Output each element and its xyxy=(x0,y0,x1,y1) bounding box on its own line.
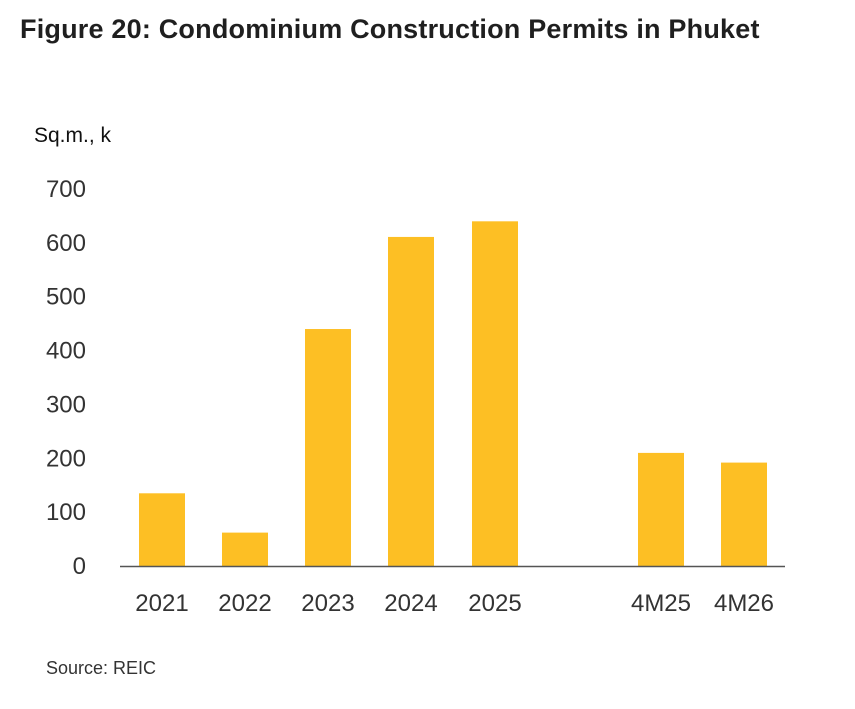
bar-4m25 xyxy=(638,452,684,566)
bar-4m26 xyxy=(721,462,767,566)
y-tick-label: 300 xyxy=(46,391,86,418)
chart-title: Figure 20: Condominium Construction Perm… xyxy=(20,14,760,44)
x-tick-label: 2023 xyxy=(301,590,354,617)
y-tick-label: 0 xyxy=(73,553,86,580)
y-tick-label: 500 xyxy=(46,284,86,311)
bar-2021 xyxy=(139,493,185,566)
x-tick-label: 2025 xyxy=(468,590,521,617)
y-axis-unit-label: Sq.m., k xyxy=(34,124,112,147)
y-tick-label: 100 xyxy=(46,499,86,526)
y-axis-ticks: 0 100 200 300 400 500 600 700 xyxy=(46,176,86,580)
bar-2025 xyxy=(472,221,518,567)
x-tick-label: 4M26 xyxy=(714,590,774,617)
x-tick-label: 4M25 xyxy=(631,590,691,617)
x-tick-label: 2022 xyxy=(218,590,271,617)
x-axis-ticks: 2021 2022 2023 2024 2025 4M25 4M26 xyxy=(135,590,774,617)
x-tick-label: 2024 xyxy=(384,590,437,617)
y-tick-label: 200 xyxy=(46,445,86,472)
source-note: Source: REIC xyxy=(46,658,157,678)
bar-2024 xyxy=(388,236,434,566)
bar-2022 xyxy=(222,532,268,566)
x-tick-label: 2021 xyxy=(135,590,188,617)
y-tick-label: 400 xyxy=(46,338,86,365)
bars xyxy=(139,221,767,567)
y-tick-label: 700 xyxy=(46,176,86,203)
bar-2023 xyxy=(305,329,351,566)
y-tick-label: 600 xyxy=(46,230,86,257)
